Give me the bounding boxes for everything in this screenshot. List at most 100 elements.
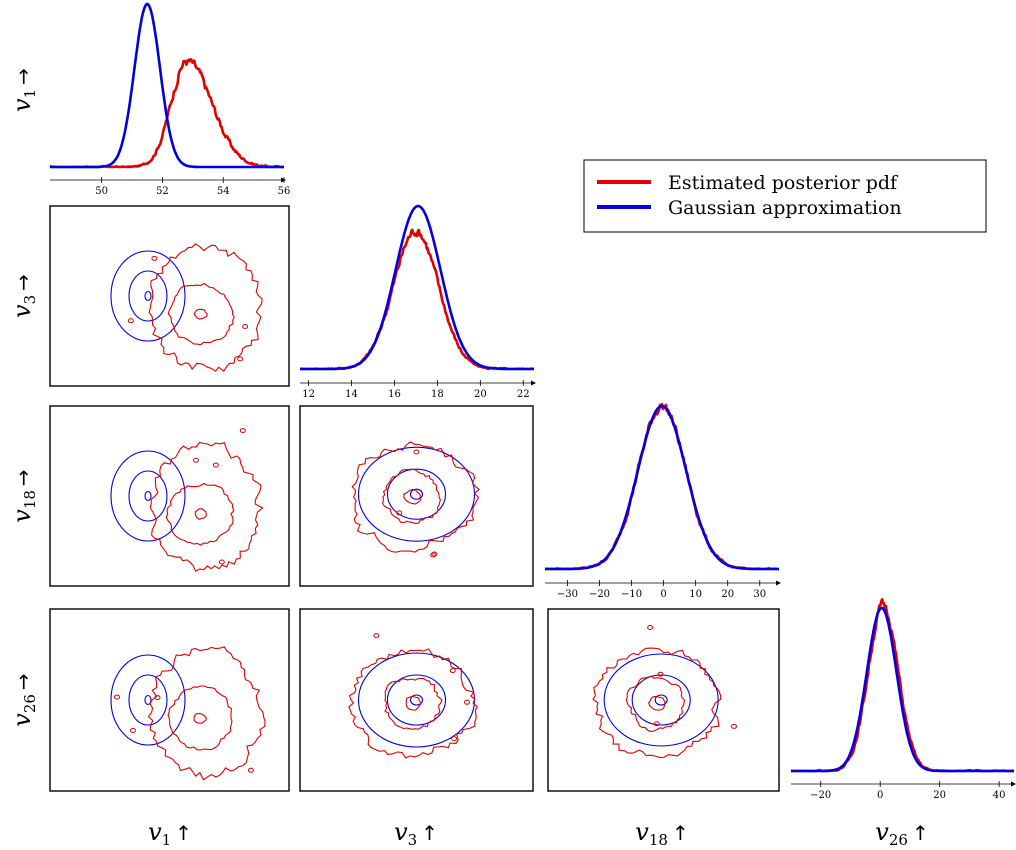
gaussian-contour <box>128 674 168 726</box>
tick-label: −10 <box>621 589 642 600</box>
gaussian-contour <box>409 488 424 500</box>
estimated-contour <box>405 695 422 711</box>
legend-label-gaussian: Gaussian approximation <box>668 197 902 219</box>
tick-label: 0 <box>877 790 883 801</box>
gaussian-contour <box>110 450 186 542</box>
tick-label: 14 <box>345 389 358 400</box>
estimated-outlier <box>451 736 458 742</box>
gaussian-contour <box>144 290 152 302</box>
estimated-outlier <box>212 462 219 468</box>
estimated-outlier <box>239 428 246 434</box>
row-label-v1: v1→ <box>8 68 39 112</box>
tick-label: 0 <box>660 589 666 600</box>
estimated-contour <box>647 696 666 711</box>
pair-plots <box>49 205 780 792</box>
col-label-v1: v1 ↑ <box>148 818 192 849</box>
estimated-outlier <box>464 699 470 705</box>
gaussian-contour <box>110 250 186 342</box>
tick-label: 18 <box>431 389 444 400</box>
pair-v18-v1 <box>49 405 290 587</box>
estimated-contour <box>165 482 235 546</box>
marginal-v26: −20 0 20 40 <box>790 598 1016 801</box>
estimated-outlier <box>449 668 456 674</box>
gaussian-contour <box>409 694 424 706</box>
marginal-v3: 12 14 16 18 20 22 <box>299 204 536 400</box>
pair-v26-v1 <box>49 608 290 792</box>
estimated-outlier <box>192 457 199 463</box>
estimated-outlier <box>731 723 737 729</box>
tick-label: 22 <box>517 389 530 400</box>
estimated-contour <box>193 712 207 724</box>
tick-label: 20 <box>474 389 487 400</box>
col-label-v26: v26 ↑ <box>875 818 928 849</box>
row-label-v26: v26→ <box>8 673 39 726</box>
estimated-outlier <box>114 694 120 700</box>
col-label-v18: v18 ↑ <box>635 818 688 849</box>
tick-label: 40 <box>993 790 1006 801</box>
pair-frame <box>299 608 534 792</box>
tick-label: 56 <box>278 186 291 197</box>
tick-label: −30 <box>557 589 578 600</box>
marginal-v1: 50 52 54 56 <box>49 2 291 197</box>
estimated-outlier <box>431 551 438 557</box>
tick-label: 16 <box>388 389 401 400</box>
legend-box <box>583 159 987 233</box>
estimated-outlier <box>242 324 249 329</box>
tick-label: 52 <box>156 186 169 197</box>
axis-labels: v1→ v1 ↑ v3→ v3 ↑ v18→ v18 ↑ v26→ v26 ↑ <box>8 68 929 849</box>
gaussian-pdf-curve <box>791 606 1014 773</box>
tick-label: −20 <box>810 790 831 801</box>
marginal-v18: −30 −20 −10 0 10 20 30 <box>544 402 781 600</box>
estimated-contour <box>348 648 478 759</box>
pair-frame <box>49 608 290 792</box>
tick-label: 10 <box>689 589 702 600</box>
gaussian-contour <box>654 694 668 706</box>
estimated-outlier <box>151 255 158 261</box>
row-label-v3: v3→ <box>8 274 39 318</box>
gaussian-pdf-curve <box>545 404 779 571</box>
gaussian-contour <box>144 490 152 502</box>
tick-label: 20 <box>721 589 734 600</box>
gaussian-contour <box>110 654 186 746</box>
estimated-contour <box>384 677 443 730</box>
col-label-v3: v3 ↑ <box>394 818 438 849</box>
pair-frame <box>49 405 290 587</box>
axis-arrow <box>531 380 536 386</box>
gaussian-contour <box>357 652 476 748</box>
estimated-outlier <box>237 356 244 362</box>
gaussian-contour <box>144 694 152 706</box>
estimated-outlier <box>129 728 136 733</box>
marginal-plots: 50 52 54 56 12 14 16 18 20 22 −30 −20 −10 0 10 20 30 −20 0… <box>49 2 1016 801</box>
tick-label: −20 <box>589 589 610 600</box>
row-label-v18: v18→ <box>8 469 39 522</box>
estimated-outlier <box>430 552 437 558</box>
pair-v26-v18 <box>547 608 780 792</box>
estimated-contour <box>149 441 264 572</box>
estimated-outlier <box>657 671 664 677</box>
estimated-contour <box>194 508 207 520</box>
gaussian-contour <box>128 470 168 522</box>
gaussian-contour <box>603 653 719 747</box>
legend-label-estimated: Estimated posterior pdf <box>668 172 899 194</box>
tick-label: 12 <box>302 389 315 400</box>
estimated-contour <box>351 441 480 553</box>
estimated-contour <box>147 646 266 781</box>
estimated-outlier <box>373 633 380 639</box>
estimated-contour <box>148 243 263 373</box>
gaussian-pdf-curve <box>50 2 284 169</box>
pair-frame <box>299 405 534 587</box>
estimated-contour <box>382 468 441 525</box>
estimated-outlier <box>396 510 403 516</box>
pair-v3-v1 <box>49 205 290 387</box>
estimated-contour <box>193 308 208 320</box>
estimated-outlier <box>653 721 660 727</box>
axis-arrow <box>776 580 781 586</box>
gaussian-contour <box>386 674 447 726</box>
gaussian-contour <box>128 270 168 322</box>
estimated-outlier <box>127 318 134 324</box>
pair-v18-v3 <box>299 405 534 587</box>
legend: Estimated posterior pdf Gaussian approxi… <box>583 159 987 233</box>
tick-label: 20 <box>933 790 946 801</box>
estimated-contour <box>403 488 422 505</box>
